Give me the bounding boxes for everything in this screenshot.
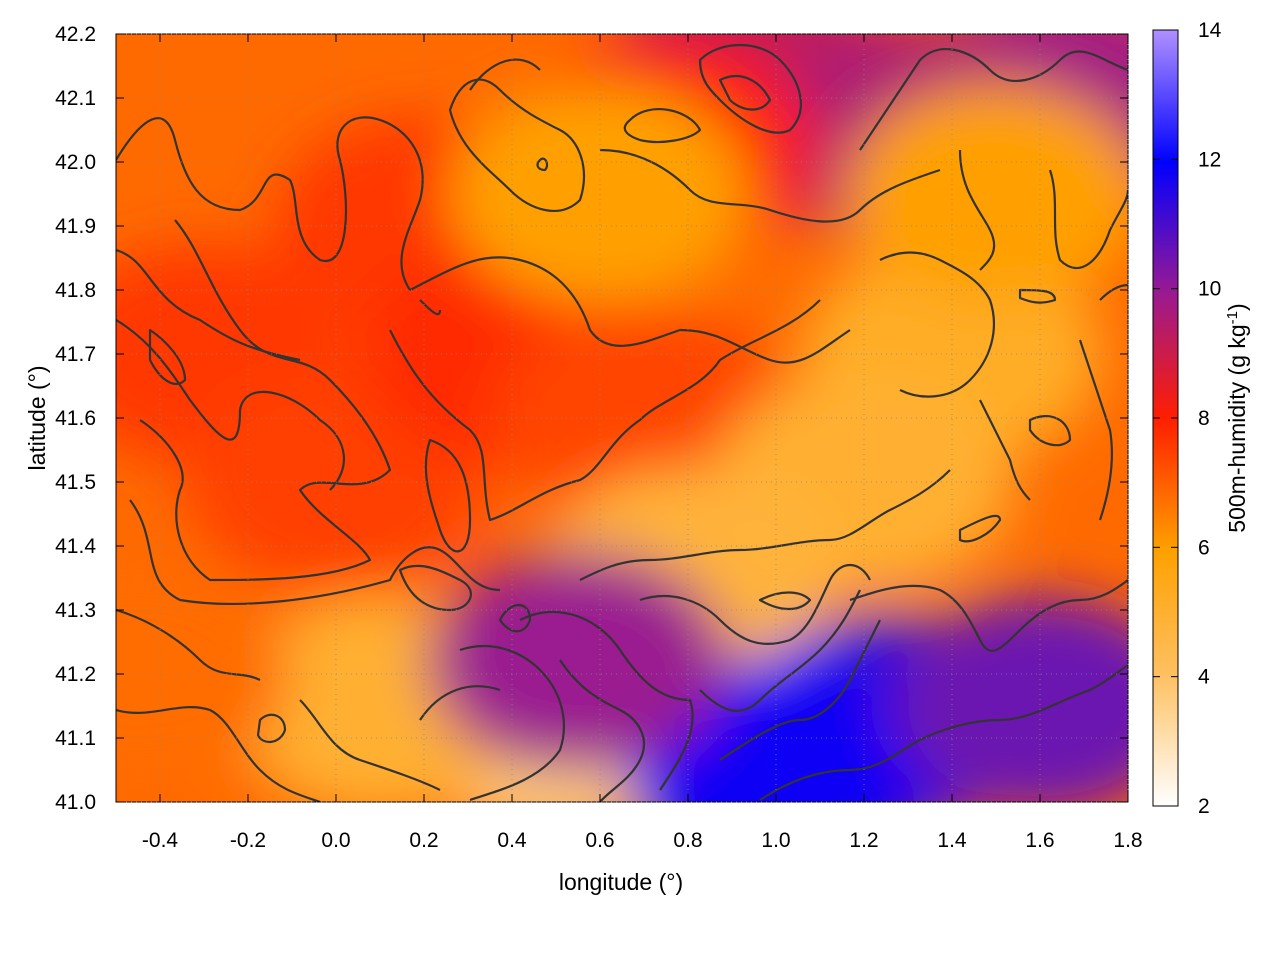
y-tick-label: 41.6 [55,407,96,430]
x-tick-label: 1.8 [1113,829,1142,852]
x-tick-label: 0.4 [497,829,527,852]
y-tick-label: 41.2 [55,663,96,686]
y-tick-label: 41.1 [55,727,96,750]
x-tick-label: 0.6 [585,829,614,852]
colorbar-tick-label: 4 [1198,666,1210,689]
x-tick-label: -0.4 [142,829,179,852]
x-tick-label: 1.2 [849,829,878,852]
y-axis: 41.0 41.1 41.2 41.3 41.4 41.5 41.6 41.7 41.8 41.9… [55,23,1128,814]
y-axis-label: latitude (°) [24,365,50,470]
y-tick-label: 41.9 [55,215,96,238]
y-tick-label: 42.1 [55,87,96,110]
colorbar-tick-label: 6 [1198,536,1210,559]
y-tick-label: 42.0 [55,151,96,174]
colorbar-tick-label: 2 [1198,795,1210,818]
x-tick-label: 1.4 [937,829,967,852]
x-tick-label: 0.2 [409,829,438,852]
colorbar-ticks: 2 4 6 8 10 12 14 [1153,19,1222,818]
y-tick-label: 41.4 [55,535,96,558]
colorbar-tick-label: 12 [1198,148,1221,171]
colorbar-tick-label: 14 [1198,19,1222,42]
heatmap-field [116,34,1128,802]
humidity-cell [890,596,1128,802]
x-tick-label: -0.2 [230,829,266,852]
y-tick-label: 41.3 [55,599,96,622]
y-tick-label: 42.2 [55,23,96,46]
colorbar-tick-label: 10 [1198,278,1221,301]
x-tick-label: 1.0 [761,829,790,852]
colorbar-label: 500m-humidity (g kg-1) [1224,303,1250,532]
y-tick-label: 41.7 [55,343,96,366]
y-tick-label: 41.0 [55,791,96,814]
humidity-cell [428,551,728,772]
colorbar-tick-label: 8 [1198,407,1210,430]
y-tick-label: 41.5 [55,471,96,494]
humidity-cell [846,84,1128,304]
x-tick-label: 0.0 [321,829,350,852]
contour-lines [116,43,1128,802]
x-tick-label: 1.6 [1025,829,1054,852]
x-axis-label: longitude (°) [559,869,683,895]
x-tick-label: 0.8 [673,829,702,852]
x-axis: -0.4 -0.2 0.0 0.2 0.4 0.6 0.8 1.0 1.2 1.4 1.6 1.8 [142,34,1143,852]
y-tick-label: 41.8 [55,279,96,302]
colorbar: 2 4 6 8 10 12 14 500m-humidity (g kg-1) [1152,19,1250,818]
